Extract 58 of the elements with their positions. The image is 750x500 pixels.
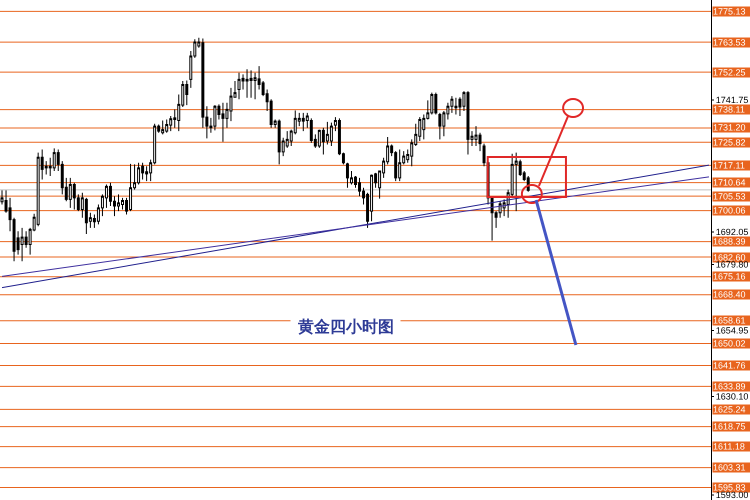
ref-line-label: 1688.39 (713, 236, 746, 246)
candlestick (72, 182, 76, 210)
ref-line-label: 1641.76 (713, 360, 746, 370)
ref-line-label: 1731.20 (713, 122, 746, 132)
ref-line-label: 1752.25 (713, 68, 746, 78)
candlestick (434, 92, 438, 115)
candlestick (161, 120, 164, 135)
candlestick (466, 90, 470, 156)
candlestick (302, 112, 305, 132)
ref-line-label: 1705.53 (713, 192, 746, 202)
candlestick (438, 112, 442, 140)
y-tick-label: 1741.75 (716, 95, 748, 106)
candlestick (68, 177, 72, 208)
candlestick (221, 102, 224, 142)
candlestick (117, 194, 120, 212)
text: 黄金四小时图 (297, 317, 394, 336)
candlestick (185, 80, 188, 106)
ref-line-label: 1650.02 (713, 338, 746, 348)
y-tick-label: 1654.95 (716, 326, 748, 336)
ref-line-label: 1668.40 (713, 290, 746, 300)
candlestick (20, 227, 24, 262)
candlestick (84, 197, 88, 234)
y-tick-label: 1630.10 (716, 392, 748, 402)
candlestick (238, 72, 240, 100)
candlestick (250, 70, 253, 98)
candlestick (398, 149, 402, 182)
candlestick (121, 197, 124, 210)
candlestick (278, 118, 281, 165)
candlestick (330, 122, 333, 147)
ref-line-label: 1717.11 (713, 160, 745, 170)
y-tick-label: 1593.00 (716, 490, 748, 500)
ref-line-label: 1775.13 (713, 6, 746, 16)
y-tick-label: 1692.05 (716, 227, 748, 238)
candlestick (165, 118, 168, 134)
ref-line-label: 1738.11 (713, 104, 745, 114)
candlestick (346, 162, 349, 188)
candlestick (129, 163, 132, 212)
ref-line-label: 1611.18 (713, 442, 745, 452)
ref-line-label: 1595.83 (713, 482, 746, 492)
ref-line-label: 1625.24 (713, 404, 746, 414)
ref-line-label: 1633.89 (713, 382, 746, 392)
ref-line-label: 1675.16 (713, 272, 746, 282)
candlestick (137, 162, 140, 186)
ref-line-label: 1618.75 (713, 422, 746, 432)
ref-line-label: 1725.82 (713, 138, 746, 148)
candlestick (482, 143, 486, 167)
candlestick (474, 126, 478, 147)
ref-line-label: 1682.60 (713, 252, 746, 262)
ref-line-label: 1658.61 (713, 316, 746, 326)
ref-line-label: 1710.64 (713, 178, 746, 188)
ref-line-label: 1763.53 (713, 38, 746, 48)
candlestick (454, 97, 458, 115)
candlestick (246, 68, 249, 98)
ref-line-label: 1700.06 (713, 206, 746, 216)
candlestick (213, 104, 216, 131)
candlestick (514, 152, 518, 212)
y-tick-label: 1679.80 (716, 260, 748, 270)
ref-line-label: 1603.31 (713, 462, 746, 472)
